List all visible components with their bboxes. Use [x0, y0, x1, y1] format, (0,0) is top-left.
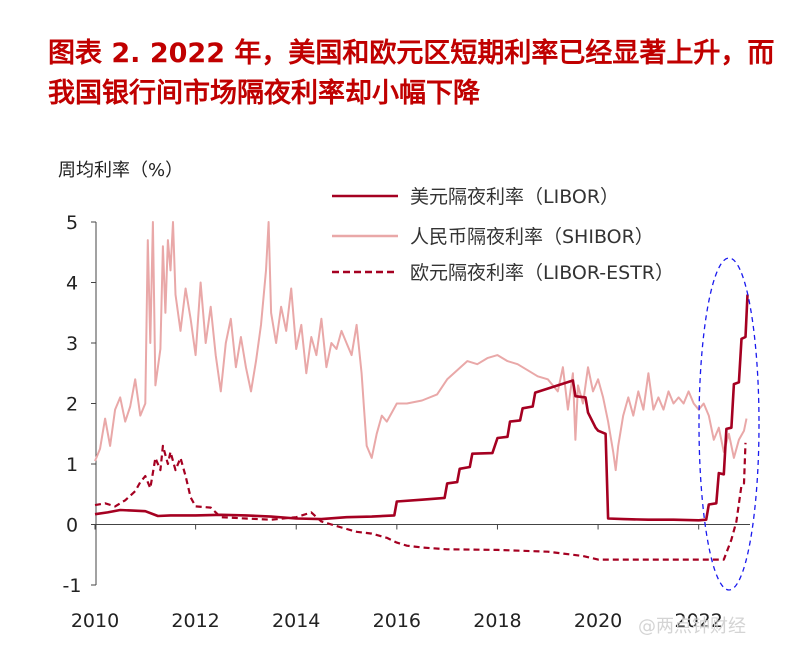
- x-tick-label: 2010: [71, 610, 119, 632]
- y-tick-label: -1: [63, 575, 82, 597]
- y-axis-label: 周均利率（%）: [58, 160, 184, 181]
- legend-label-1: 人民币隔夜利率（SHIBOR）: [410, 226, 654, 248]
- chart-title: 图表 2. 2022 年，美国和欧元区短期利率已经显著上升，而我国银行间市场隔夜…: [48, 38, 775, 109]
- series-lines: [94, 221, 749, 561]
- y-tick-label: 0: [66, 515, 78, 537]
- y-tick-label: 4: [66, 273, 78, 295]
- x-tick-label: 2012: [171, 610, 219, 632]
- y-tick-label: 1: [66, 454, 78, 476]
- y-tick-label: 3: [66, 333, 78, 355]
- series-line-2: [94, 442, 747, 561]
- x-tick-label: 2014: [272, 610, 320, 632]
- x-tick-label: 2020: [574, 610, 622, 632]
- y-tick-label: 2: [66, 394, 78, 416]
- series-line-1: [94, 221, 748, 472]
- legend-label-2: 欧元隔夜利率（LIBOR-ESTR）: [410, 262, 674, 284]
- y-tick-label: 5: [66, 212, 78, 234]
- highlight-ellipse: [698, 257, 760, 591]
- watermark: @两点钟财经: [638, 616, 746, 637]
- axes: -1 0 1 2 3 4 5 2010 2012 2014 2016 2018 2020 2022: [63, 212, 750, 632]
- x-tick-label: 2018: [473, 610, 521, 632]
- series-line-0: [94, 294, 749, 522]
- legend-label-0: 美元隔夜利率（LIBOR）: [410, 186, 619, 208]
- x-tick-label: 2016: [373, 610, 421, 632]
- x-tick-label: 2022: [675, 610, 723, 632]
- legend: 美元隔夜利率（LIBOR） 人民币隔夜利率（SHIBOR） 欧元隔夜利率（LIBOR…: [332, 186, 674, 284]
